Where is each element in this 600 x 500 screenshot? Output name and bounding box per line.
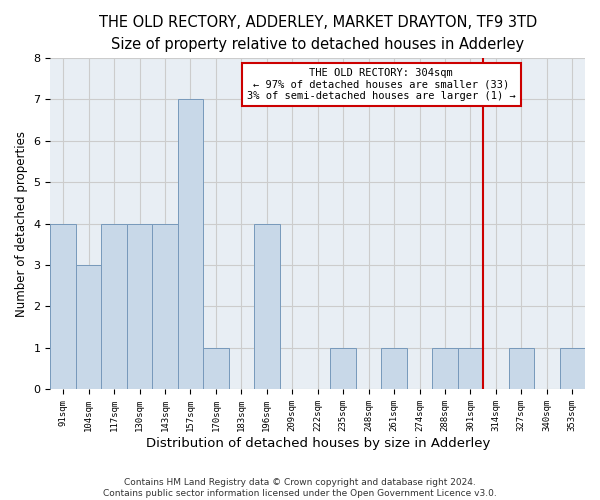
X-axis label: Distribution of detached houses by size in Adderley: Distribution of detached houses by size …: [146, 437, 490, 450]
Y-axis label: Number of detached properties: Number of detached properties: [15, 130, 28, 316]
Title: THE OLD RECTORY, ADDERLEY, MARKET DRAYTON, TF9 3TD
Size of property relative to : THE OLD RECTORY, ADDERLEY, MARKET DRAYTO…: [98, 15, 537, 52]
Bar: [331, 348, 356, 390]
Bar: [432, 348, 458, 390]
Bar: [560, 348, 585, 390]
Bar: [127, 224, 152, 390]
Bar: [101, 224, 127, 390]
Bar: [50, 224, 76, 390]
Bar: [458, 348, 483, 390]
Bar: [76, 265, 101, 390]
Bar: [254, 224, 280, 390]
Bar: [178, 99, 203, 390]
Bar: [509, 348, 534, 390]
Text: Contains HM Land Registry data © Crown copyright and database right 2024.
Contai: Contains HM Land Registry data © Crown c…: [103, 478, 497, 498]
Bar: [382, 348, 407, 390]
Bar: [203, 348, 229, 390]
Text: THE OLD RECTORY: 304sqm
← 97% of detached houses are smaller (33)
3% of semi-det: THE OLD RECTORY: 304sqm ← 97% of detache…: [247, 68, 516, 101]
Bar: [152, 224, 178, 390]
